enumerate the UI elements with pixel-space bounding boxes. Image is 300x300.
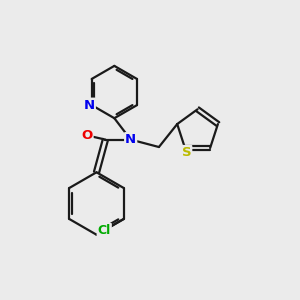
Text: O: O <box>81 129 93 142</box>
Text: Cl: Cl <box>98 224 111 237</box>
Text: N: N <box>84 99 95 112</box>
Text: N: N <box>125 133 136 146</box>
Text: S: S <box>182 146 191 159</box>
